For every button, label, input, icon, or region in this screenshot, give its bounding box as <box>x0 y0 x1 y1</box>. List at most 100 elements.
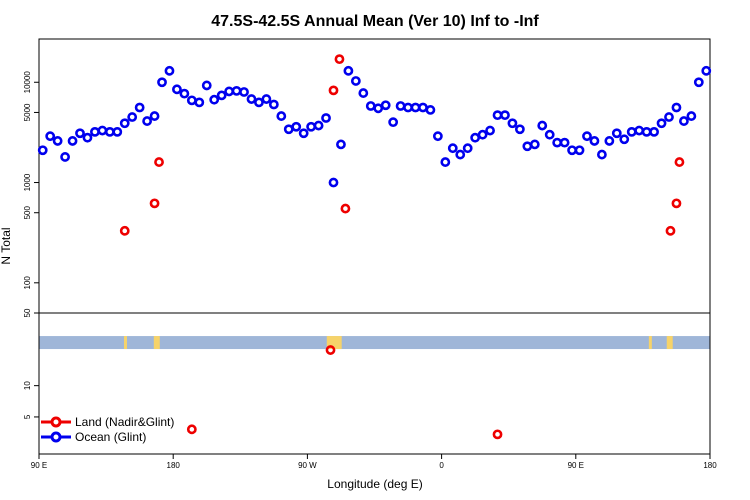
ocean-point <box>216 90 227 101</box>
x-tick-label: 90 E <box>31 461 47 470</box>
y-axis-label: N Total <box>0 227 13 264</box>
data-points <box>37 54 712 440</box>
ocean-point <box>589 136 600 146</box>
ocean-point <box>172 84 182 95</box>
ocean-point <box>611 128 622 139</box>
ocean-point <box>52 136 63 146</box>
x-tick-label: 90 W <box>298 461 317 470</box>
y-axis: 5 10 50 100 500 1000 5000 10000 <box>23 71 39 419</box>
ocean-point <box>321 113 331 123</box>
ocean-point <box>313 120 324 131</box>
ocean-point <box>641 126 652 137</box>
ocean-point <box>425 105 436 115</box>
ocean-point <box>410 102 421 113</box>
y-tick-label: 10 <box>23 381 32 390</box>
ocean-point <box>701 65 712 76</box>
ocean-point <box>239 87 249 97</box>
ocean-point <box>142 116 153 126</box>
x-axis-label: Longitude (deg E) <box>327 477 422 491</box>
land-point <box>325 345 336 355</box>
ocean-point <box>470 132 481 143</box>
ocean-point <box>328 177 339 188</box>
land-point <box>665 225 676 236</box>
ocean-point <box>403 102 413 113</box>
x-axis: 90 E 180 90 W 0 90 E 180 <box>31 454 717 470</box>
ocean-point <box>626 126 637 137</box>
ocean-point <box>537 120 548 131</box>
ocean-point <box>492 110 503 121</box>
land-band-segment <box>648 336 652 350</box>
ocean-point <box>582 131 592 142</box>
ocean-point <box>306 121 317 132</box>
legend: Land (Nadir&Glint) Ocean (Glint) <box>41 415 174 444</box>
ocean-point <box>440 157 451 167</box>
ocean-point <box>634 125 645 136</box>
ocean-point <box>619 134 630 145</box>
ocean-point <box>209 94 220 105</box>
ocean-point <box>164 65 175 76</box>
ocean-point <box>693 77 704 88</box>
land-point <box>119 225 130 236</box>
x-tick-label: 0 <box>439 461 444 470</box>
ocean-point <box>447 143 458 154</box>
legend-land-label: Land (Nadir&Glint) <box>75 415 174 429</box>
ocean-point <box>186 95 197 106</box>
ocean-point <box>418 102 428 113</box>
y-tick-label: 5000 <box>23 103 32 121</box>
ocean-point <box>134 102 145 113</box>
ocean-point <box>432 131 443 142</box>
ocean-point <box>350 76 361 86</box>
ocean-point <box>157 77 167 88</box>
land-point <box>674 157 685 167</box>
land-band-segment <box>666 336 673 350</box>
ocean-point <box>246 94 257 104</box>
land-point <box>154 157 164 167</box>
land-band-segment <box>123 336 127 350</box>
land-point <box>328 85 339 96</box>
ocean-point <box>179 88 190 99</box>
legend-item-ocean: Ocean (Glint) <box>41 430 146 444</box>
ocean-point <box>112 126 123 137</box>
ocean-point <box>507 118 518 129</box>
y-tick-label: 100 <box>23 276 32 290</box>
ocean-point <box>261 94 272 104</box>
ocean-point <box>514 124 525 135</box>
ocean-point <box>552 137 563 148</box>
y-tick-label: 5 <box>23 414 32 419</box>
ocean-point <box>686 111 697 121</box>
ocean-point <box>567 145 577 156</box>
ocean-point <box>201 80 212 91</box>
ocean-point <box>664 112 674 122</box>
land-point <box>340 203 351 214</box>
ocean-point <box>67 136 78 146</box>
y-tick-label: 10000 <box>23 71 32 94</box>
ocean-point <box>671 102 682 113</box>
ocean-point <box>380 100 391 111</box>
ocean-point <box>395 101 406 111</box>
legend-land-marker <box>50 416 62 428</box>
ocean-point <box>268 99 279 110</box>
y-tick-label: 500 <box>23 206 32 220</box>
ocean-point <box>500 110 510 121</box>
ocean-point <box>194 97 205 108</box>
ocean-point <box>455 149 466 160</box>
ocean-point <box>283 124 294 135</box>
ocean-point <box>485 125 495 136</box>
ocean-point <box>373 103 384 114</box>
ocean-point <box>388 117 399 128</box>
land-point <box>186 424 197 435</box>
ocean-land-band <box>39 336 710 350</box>
land-point <box>149 198 160 209</box>
land-band-segment <box>153 336 160 350</box>
ocean-point <box>119 118 130 129</box>
ocean-point <box>559 137 570 148</box>
land-point <box>334 54 345 65</box>
ocean-point <box>649 126 659 137</box>
legend-item-land: Land (Nadir&Glint) <box>41 415 174 429</box>
y-tick-label: 1000 <box>23 173 32 191</box>
plot-frame <box>38 38 711 455</box>
ocean-point <box>149 111 160 121</box>
ocean-point <box>82 132 93 143</box>
ocean-point <box>574 145 585 156</box>
